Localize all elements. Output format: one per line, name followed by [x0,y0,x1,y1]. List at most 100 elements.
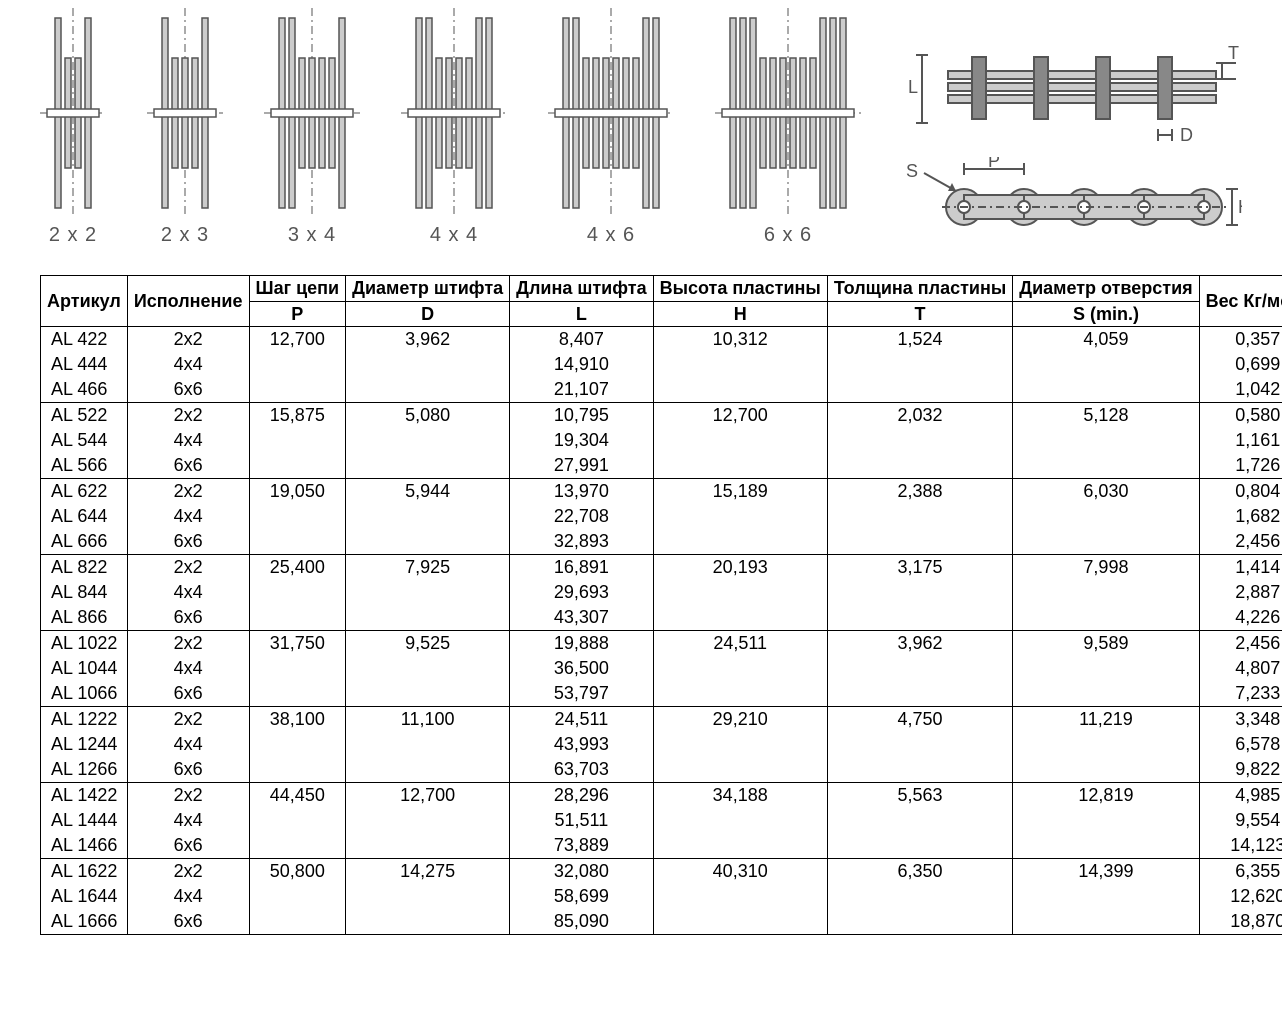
table-cell: 29,693 [510,580,653,605]
table-cell: 2,032 [827,403,1012,429]
table-row: AL 5444x419,3041,1615987,520 [41,428,1282,453]
table-cell [346,732,510,757]
col-subheader: D [346,301,510,327]
table-cell: 4x4 [127,580,249,605]
table-cell [346,605,510,631]
table-row: AL 4666x621,1071,0425443,200 [41,377,1282,403]
table-cell [1013,504,1199,529]
table-cell [653,504,827,529]
table-cell: 0,580 [1199,403,1282,429]
plate-diagram-icon [401,8,507,218]
table-cell: 2x2 [127,631,249,657]
table-cell: 21,107 [510,377,653,403]
table-cell: 14,275 [346,859,510,885]
table-cell [653,681,827,707]
table-cell: 11,219 [1013,707,1199,733]
table-row: AL 8444x429,6932,88714515,200 [41,580,1282,605]
table-cell: AL 1622 [41,859,128,885]
table-cell: AL 1666 [41,909,128,935]
table-cell [346,580,510,605]
table-cell: AL 666 [41,529,128,555]
table-cell [1013,884,1199,909]
table-cell [249,732,346,757]
table-cell: 4,059 [1013,327,1199,353]
svg-text:P: P [988,157,1000,171]
table-row: AL 10222x231,7509,52519,88824,5113,9629,… [41,631,1282,657]
table-row: AL 6444x422,7081,6828491,392 [41,504,1282,529]
plate-diagram-icon [548,8,674,218]
spec-table-head: АртикулИсполнениеШаг цепиДиаметр штифтаД… [41,276,1282,327]
table-cell [653,605,827,631]
table-cell [346,757,510,783]
table-cell [827,681,1012,707]
table-cell: AL 866 [41,605,128,631]
table-cell: 8,407 [510,327,653,353]
table-cell: 1,524 [827,327,1012,353]
table-cell: 12,700 [249,327,346,353]
table-cell: AL 444 [41,352,128,377]
table-cell: 32,080 [510,859,653,885]
plate-diagram-icon [715,8,861,218]
table-cell [653,428,827,453]
table-cell: 0,357 [1199,327,1282,353]
table-cell [653,352,827,377]
table-cell: AL 466 [41,377,128,403]
table-cell: 43,307 [510,605,653,631]
table-cell [249,808,346,833]
table-cell: 4x4 [127,428,249,453]
table-cell: AL 1444 [41,808,128,833]
table-cell: AL 1022 [41,631,128,657]
table-row: AL 5222x215,8755,08010,79512,7002,0325,1… [41,403,1282,429]
svg-text:L: L [908,77,918,97]
table-cell: AL 622 [41,479,128,505]
table-cell: 3,962 [346,327,510,353]
table-cell: 19,304 [510,428,653,453]
table-cell: 4x4 [127,504,249,529]
table-cell [249,909,346,935]
table-cell [827,884,1012,909]
col-header: Длина штифта [510,276,653,302]
table-cell: 6x6 [127,529,249,555]
table-cell: 4,226 [1199,605,1282,631]
table-cell [653,529,827,555]
table-cell: AL 1044 [41,656,128,681]
table-cell [249,352,346,377]
table-cell [346,352,510,377]
table-cell: 2,456 [1199,631,1282,657]
table-cell: 1,682 [1199,504,1282,529]
table-row: AL 8666x643,3074,22621772,800 [41,605,1282,631]
table-row: AL 6222x219,0505,94413,97015,1892,3886,0… [41,479,1282,505]
table-cell [249,681,346,707]
table-cell: 5,944 [346,479,510,505]
table-cell [1013,732,1199,757]
table-cell: 4,750 [827,707,1012,733]
table-cell [1013,377,1199,403]
table-cell: AL 1244 [41,732,128,757]
table-cell: 5,128 [1013,403,1199,429]
side-schematic-icon: S P [902,157,1242,247]
table-cell [346,529,510,555]
table-cell: 1,161 [1199,428,1282,453]
schematics-block: L T [902,35,1242,247]
table-cell [1013,605,1199,631]
plate-diagram-icon [147,8,223,218]
table-cell: 19,050 [249,479,346,505]
plate-diagram-icon [264,8,360,218]
table-cell: 9,822 [1199,757,1282,783]
table-cell [249,453,346,479]
svg-text:T: T [1228,43,1239,63]
table-cell [1013,833,1199,859]
table-cell: 3,348 [1199,707,1282,733]
table-row: AL 12222x238,10011,10024,51129,2104,7501… [41,707,1282,733]
diagram-label: 2 x 3 [161,224,209,247]
table-cell: 4x4 [127,656,249,681]
table-cell: 53,797 [510,681,653,707]
table-cell: 6x6 [127,377,249,403]
table-cell [346,504,510,529]
table-cell: 2,456 [1199,529,1282,555]
table-cell: AL 566 [41,453,128,479]
table-cell: 2x2 [127,783,249,809]
table-cell [827,833,1012,859]
table-row: AL 5666x627,9911,7268981,280 [41,453,1282,479]
table-cell [249,656,346,681]
